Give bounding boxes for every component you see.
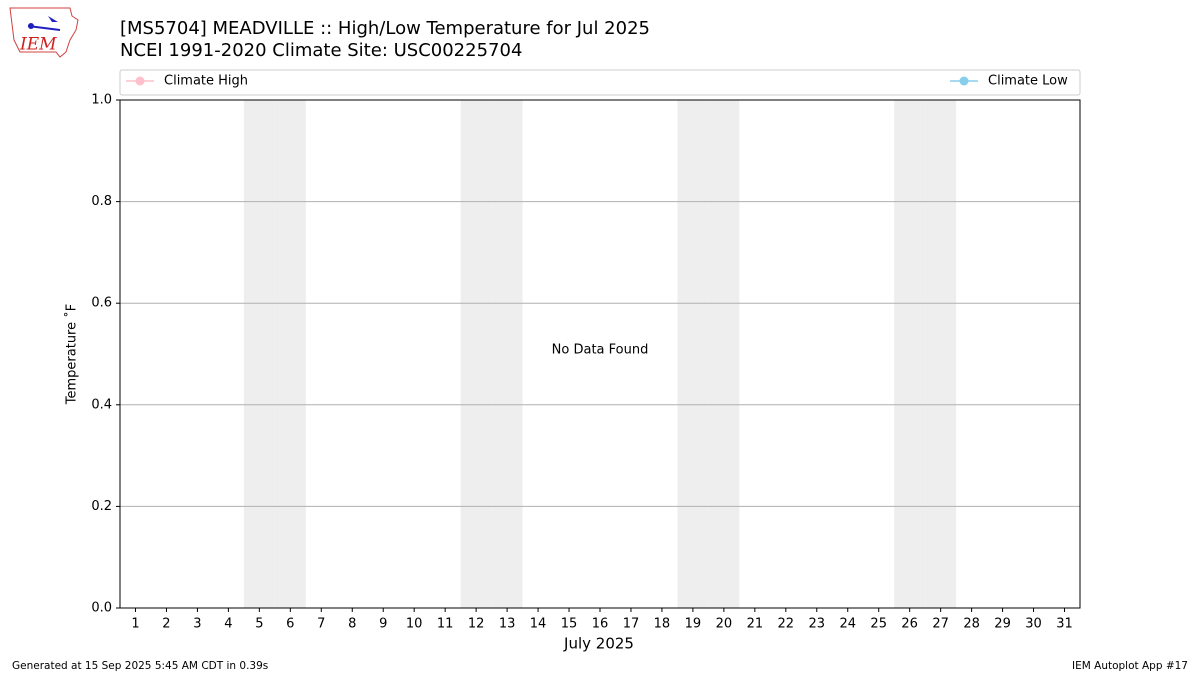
x-tick-label: 26 [901, 617, 918, 632]
x-tick-label: 31 [1056, 617, 1073, 632]
x-tick-label: 21 [747, 617, 764, 632]
x-tick-label: 8 [348, 617, 356, 632]
legend-marker [135, 76, 145, 86]
x-tick-label: 5 [255, 617, 263, 632]
x-tick-label: 7 [317, 617, 325, 632]
legend-label: Climate High [164, 74, 248, 89]
legend-label: Climate Low [988, 74, 1068, 89]
x-tick-label: 3 [193, 617, 201, 632]
x-tick-label: 18 [654, 617, 671, 632]
y-tick-label: 0.0 [91, 601, 112, 616]
x-tick-label: 10 [406, 617, 423, 632]
x-axis-label: July 2025 [563, 635, 634, 653]
x-tick-label: 24 [839, 617, 856, 632]
annotation: No Data Found [552, 343, 649, 358]
weekend-shade [274, 100, 306, 608]
legend [119, 69, 1081, 96]
weekend-shade [460, 100, 492, 608]
y-tick-label: 1.0 [91, 93, 112, 108]
x-tick-label: 15 [561, 617, 578, 632]
x-tick-label: 29 [994, 617, 1011, 632]
x-tick-label: 25 [870, 617, 887, 632]
x-tick-label: 2 [162, 617, 170, 632]
x-tick-label: 6 [286, 617, 294, 632]
x-tick-label: 16 [592, 617, 609, 632]
y-tick-label: 0.2 [91, 499, 112, 514]
footer-left: Generated at 15 Sep 2025 5:45 AM CDT in … [12, 660, 268, 672]
x-tick-label: 27 [932, 617, 949, 632]
y-tick-label: 0.4 [91, 397, 112, 412]
x-tick-label: 4 [224, 617, 232, 632]
weekend-shade [925, 100, 957, 608]
chart-subtitle: NCEI 1991-2020 Climate Site: USC00225704 [120, 40, 522, 61]
weekend-shade [708, 100, 740, 608]
x-tick-label: 11 [437, 617, 454, 632]
weekend-shade [894, 100, 926, 608]
weekend-shade [491, 100, 523, 608]
x-tick-label: 12 [468, 617, 485, 632]
chart-title: [MS5704] MEADVILLE :: High/Low Temperatu… [120, 18, 650, 39]
weekend-shade [243, 100, 275, 608]
x-tick-label: 1 [131, 617, 139, 632]
x-tick-label: 19 [685, 617, 702, 632]
x-tick-label: 23 [809, 617, 826, 632]
y-tick-label: 0.6 [91, 296, 112, 311]
x-tick-label: 13 [499, 617, 516, 632]
x-tick-label: 9 [379, 617, 387, 632]
x-tick-label: 22 [778, 617, 795, 632]
logo: IEM [9, 7, 79, 58]
x-tick-label: 17 [623, 617, 640, 632]
x-tick-label: 30 [1025, 617, 1042, 632]
x-tick-label: 28 [963, 617, 980, 632]
y-axis-label: Temperature ˚F [64, 304, 80, 405]
weekend-shade [677, 100, 709, 608]
footer-right: IEM Autoplot App #17 [1072, 660, 1188, 672]
logo-text: IEM [19, 35, 57, 55]
x-tick-label: 20 [716, 617, 733, 632]
y-tick-label: 0.8 [91, 194, 112, 209]
x-tick-label: 14 [530, 617, 547, 632]
legend-marker [959, 76, 969, 86]
